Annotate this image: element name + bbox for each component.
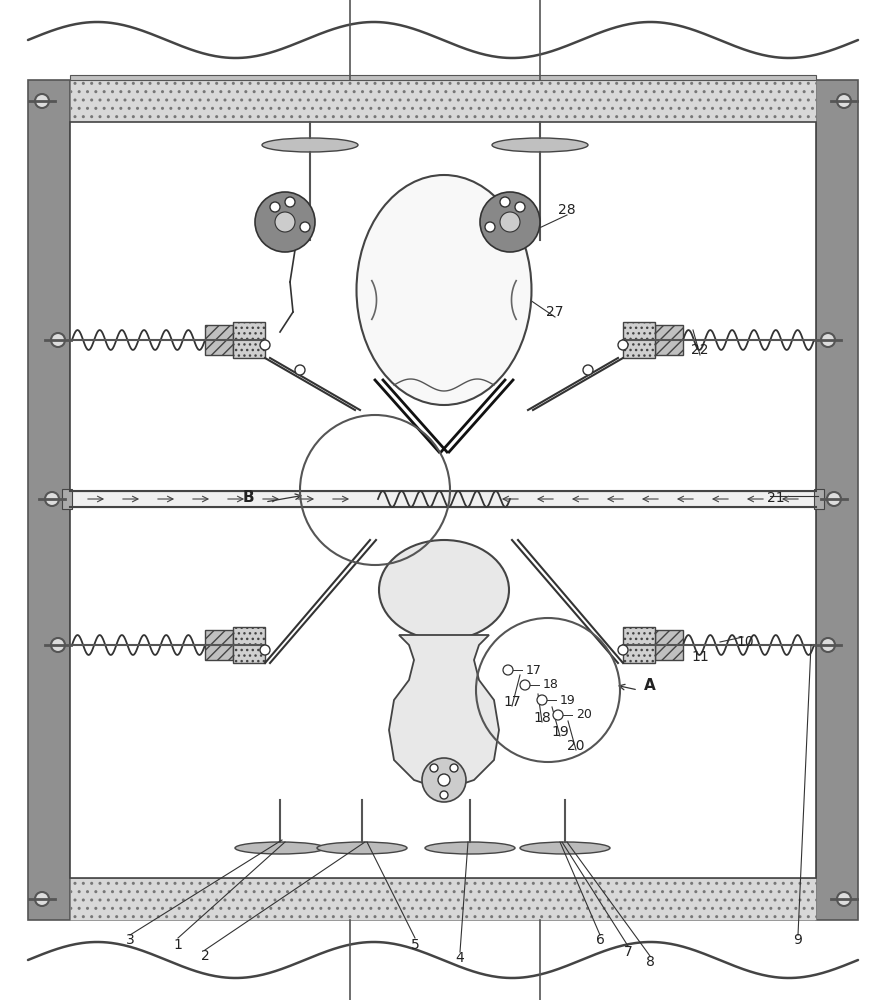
Text: 22: 22 [691,343,709,357]
Circle shape [837,94,851,108]
Bar [70,491,816,507]
Bar [70,878,816,920]
Text: 18: 18 [543,678,559,692]
Text: 6: 6 [596,933,605,947]
Bar [816,80,858,920]
Text: 19: 19 [551,725,569,739]
Circle shape [618,645,628,655]
Text: 17: 17 [503,695,521,709]
Circle shape [51,638,65,652]
Bar [70,80,816,122]
Text: 20: 20 [576,708,592,722]
Bar [655,325,683,355]
Text: A: A [644,678,656,693]
Text: 1: 1 [173,938,182,952]
Ellipse shape [520,842,610,854]
Circle shape [503,665,513,675]
Circle shape [821,333,835,347]
Circle shape [430,764,438,772]
Text: 28: 28 [559,203,575,217]
Bar [814,489,824,509]
Bar [205,630,233,660]
Circle shape [515,202,525,212]
Bar [205,325,233,355]
Circle shape [485,222,495,232]
Polygon shape [389,635,499,790]
Circle shape [537,695,547,705]
Ellipse shape [235,842,325,854]
Circle shape [260,645,270,655]
Text: B: B [242,490,254,505]
Bar [623,322,655,358]
Circle shape [422,758,466,802]
Circle shape [35,892,49,906]
Bar [70,75,816,80]
Circle shape [500,197,510,207]
Ellipse shape [356,175,532,405]
Bar [28,80,70,920]
Circle shape [45,492,59,506]
Text: 20: 20 [567,739,585,753]
Circle shape [440,791,448,799]
Text: 10: 10 [736,635,754,649]
Text: 17: 17 [526,664,542,676]
Circle shape [35,94,49,108]
Circle shape [583,365,593,375]
Bar [233,322,265,358]
Text: 19: 19 [560,694,575,706]
Text: 18: 18 [533,711,551,725]
Circle shape [821,638,835,652]
Circle shape [827,492,841,506]
Bar [70,505,816,878]
Ellipse shape [492,138,588,152]
Text: 7: 7 [623,945,632,959]
Bar [233,627,265,663]
Text: 21: 21 [767,491,785,505]
Text: 27: 27 [546,305,564,319]
Circle shape [255,192,315,252]
Circle shape [618,340,628,350]
Ellipse shape [317,842,407,854]
Ellipse shape [262,138,358,152]
Bar [655,630,683,660]
Bar [62,489,72,509]
Text: 2: 2 [201,949,210,963]
Circle shape [480,192,540,252]
Circle shape [51,333,65,347]
Bar [70,122,816,493]
Bar [623,627,655,663]
Ellipse shape [425,842,515,854]
Circle shape [837,892,851,906]
Circle shape [520,680,530,690]
Ellipse shape [379,540,509,640]
Circle shape [270,202,280,212]
Circle shape [285,197,295,207]
Circle shape [275,212,295,232]
Text: 3: 3 [125,933,134,947]
Circle shape [553,710,563,720]
Circle shape [450,764,458,772]
Circle shape [300,222,310,232]
Text: 9: 9 [794,933,803,947]
Text: 8: 8 [646,955,654,969]
Text: 5: 5 [410,938,419,952]
Circle shape [500,212,520,232]
Text: 4: 4 [456,951,464,965]
Text: 11: 11 [691,650,709,664]
Circle shape [295,365,305,375]
Circle shape [260,340,270,350]
Circle shape [438,774,450,786]
